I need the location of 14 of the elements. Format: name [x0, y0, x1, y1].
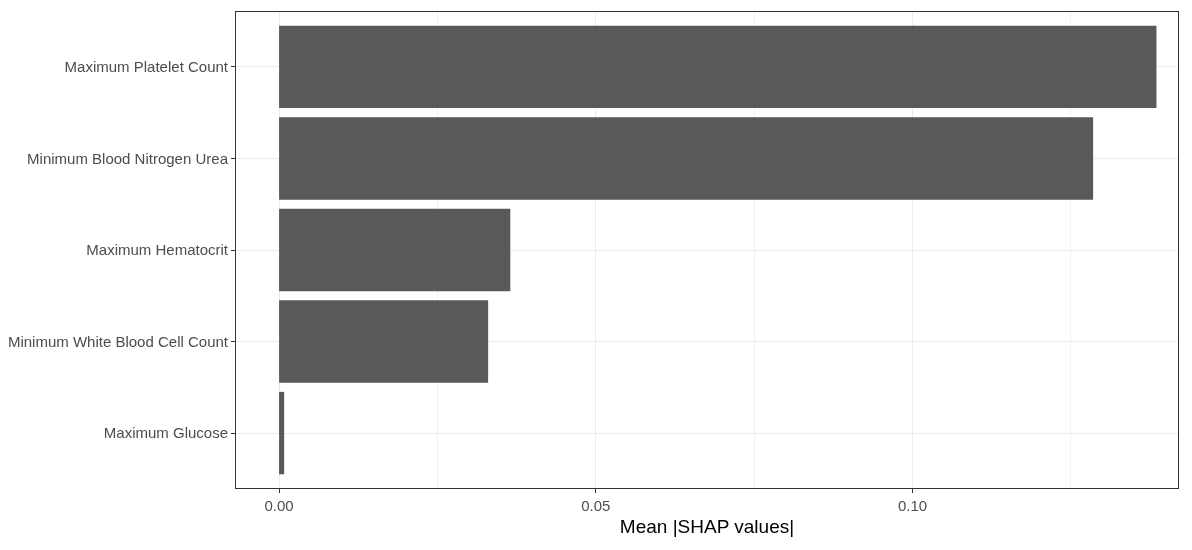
y-tick-label: Maximum Platelet Count — [64, 58, 229, 76]
bar — [279, 300, 489, 383]
y-tick-label: Minimum Blood Nitrogen Urea — [27, 149, 229, 167]
bar — [279, 25, 1157, 109]
bar — [279, 117, 1094, 200]
y-tick-label: Minimum White Blood Cell Count — [7, 332, 229, 350]
bar — [279, 208, 511, 292]
x-axis-title: Mean |SHAP values| — [619, 515, 795, 537]
y-tick-label: Maximum Glucose — [103, 424, 228, 442]
bar — [279, 391, 285, 475]
x-tick-label: 0.00 — [264, 497, 294, 514]
x-tick-label: 0.05 — [581, 497, 611, 514]
y-tick-label: Maximum Hematocrit — [86, 241, 229, 259]
x-tick-label: 0.10 — [897, 497, 928, 514]
